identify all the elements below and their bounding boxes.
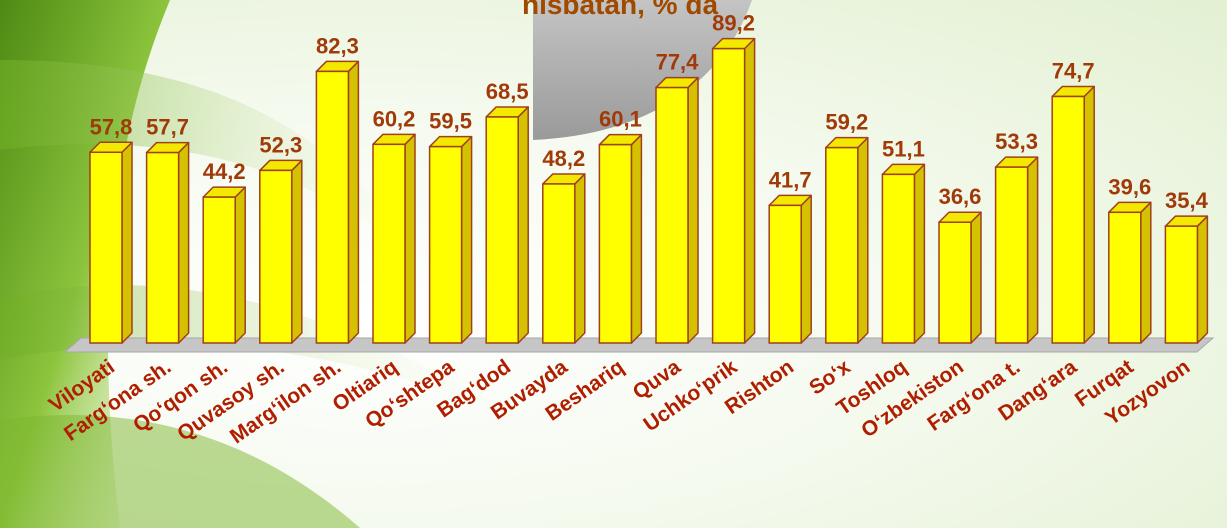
bar-side	[743, 37, 756, 344]
bar	[655, 76, 699, 344]
bar-side	[857, 136, 869, 344]
bar-side	[1083, 85, 1095, 344]
bar-value-label: 82,3	[316, 33, 359, 58]
bar	[994, 156, 1039, 344]
bar-value-label: 53,3	[995, 129, 1038, 154]
bar-side	[460, 135, 473, 344]
bar-side	[1026, 156, 1039, 344]
bar-front	[994, 166, 1029, 344]
bar	[372, 133, 416, 344]
bar-side	[630, 133, 643, 344]
bar-side	[291, 159, 303, 344]
bar	[259, 159, 303, 344]
bar-side	[913, 163, 926, 344]
bar	[825, 136, 869, 344]
bar-front	[202, 196, 236, 344]
bar-value-label: 48,2	[542, 146, 585, 171]
bar-side	[404, 133, 416, 344]
bar-front	[372, 143, 406, 344]
bar	[711, 37, 756, 344]
bar-front	[1108, 211, 1142, 344]
bar	[1164, 215, 1209, 344]
chart-title: nisbatan, % da	[522, 0, 718, 20]
bar	[1051, 85, 1095, 344]
green-swoosh	[0, 60, 420, 260]
bar-side	[574, 173, 586, 344]
bar-value-label: 51,1	[882, 136, 925, 161]
bar-front	[768, 204, 802, 344]
bar	[485, 106, 529, 344]
bar-front	[711, 47, 746, 344]
bar-value-label: 36,6	[939, 184, 982, 209]
bar-value-label: 77,4	[656, 50, 700, 75]
grey-wedge	[533, 0, 752, 140]
bar-front	[89, 151, 123, 344]
bar-front	[485, 116, 519, 344]
bar-value-label: 35,4	[1165, 188, 1209, 213]
bar-front	[598, 143, 633, 344]
bar-front	[881, 173, 916, 344]
bar	[938, 211, 982, 344]
bar-side	[1196, 215, 1209, 344]
bar-side	[347, 60, 360, 344]
bar-front	[259, 169, 293, 344]
bar-side	[177, 141, 190, 344]
bar	[881, 163, 926, 344]
bar	[315, 60, 360, 344]
bar-side	[800, 194, 812, 344]
bar-value-label: 57,8	[90, 114, 133, 139]
bar-value-label: 89,2	[712, 11, 755, 36]
bar-value-label: 60,2	[373, 106, 416, 131]
bar-front	[1164, 225, 1199, 344]
bar-value-label: 41,7	[769, 167, 812, 192]
bar-value-label: 59,2	[825, 110, 868, 135]
bar-value-label: 39,6	[1108, 174, 1151, 199]
bar-side	[517, 106, 529, 344]
bar-front	[542, 183, 576, 344]
bar-value-label: 74,7	[1052, 58, 1095, 83]
bar	[202, 186, 246, 344]
bar-front	[825, 146, 859, 344]
chart-floor	[63, 337, 1215, 353]
bar-value-label: 52,3	[259, 132, 302, 157]
bar-front	[145, 151, 180, 344]
bar-value-label: 57,7	[146, 115, 189, 140]
bar-front	[428, 145, 463, 344]
bar	[428, 135, 473, 344]
bar-value-label: 59,5	[429, 109, 472, 134]
bar-value-label: 68,5	[486, 79, 529, 104]
bar-side	[1140, 201, 1152, 344]
green-swoosh	[0, 414, 360, 528]
bar	[89, 141, 133, 344]
bar-front	[938, 221, 972, 344]
bar-front	[315, 70, 350, 344]
bar-side	[234, 186, 246, 344]
bar	[768, 194, 812, 344]
bar-side	[121, 141, 133, 344]
bar-front	[1051, 95, 1085, 344]
bar	[1108, 201, 1152, 344]
bar	[145, 141, 190, 344]
bar	[598, 133, 643, 344]
bar-front	[655, 86, 689, 344]
bar-value-label: 60,1	[599, 107, 642, 132]
bar-side	[687, 76, 699, 344]
bar	[542, 173, 586, 344]
bar-value-label: 44,2	[203, 159, 246, 184]
bar-side	[970, 211, 982, 344]
